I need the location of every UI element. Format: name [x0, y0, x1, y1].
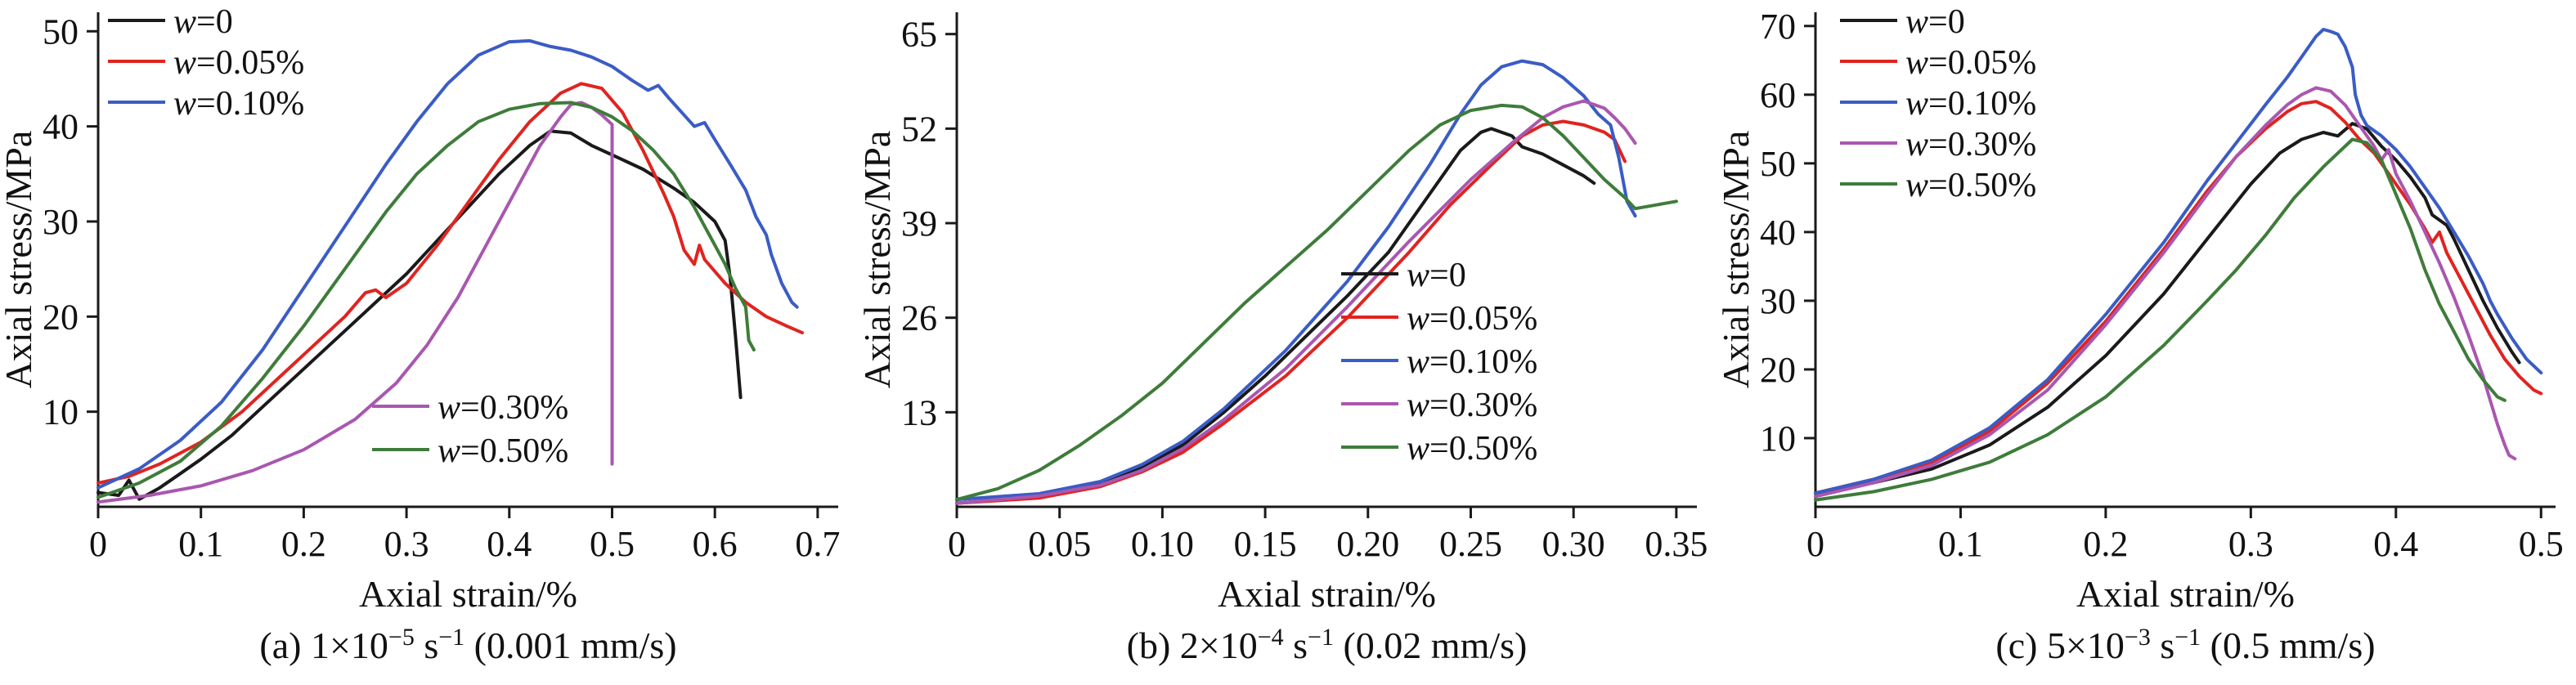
legend-label-w-0: w=0 — [1407, 257, 1466, 294]
y-tick-label: 50 — [43, 11, 79, 51]
legend-label-w-0.50: w=0.50% — [438, 432, 568, 470]
y-tick-label: 39 — [901, 204, 937, 244]
x-tick-label: 0.3 — [384, 524, 429, 564]
y-tick-label: 50 — [1760, 144, 1796, 184]
x-tick-label: 0 — [1806, 524, 1824, 564]
x-tick-label: 0 — [89, 524, 107, 564]
series-w-0 — [955, 127, 1596, 505]
series-w-0.50 — [955, 103, 1678, 502]
x-tick-label: 0.3 — [2228, 524, 2273, 564]
chart-svg-b: 0 0.05 0.10 0.15 0.20 0.25 0.30 0.35 13 26 39 52 65 w… — [856, 12, 1708, 666]
x-tick-label: 0 — [948, 524, 966, 564]
panel-caption: (c) 5×10−3 s−1 (0.5 mm/s) — [1995, 624, 2375, 666]
panel-caption: (b) 2×10−4 s−1 (0.02 mm/s) — [1127, 624, 1528, 666]
legend-label-w-0.05: w=0.05% — [1407, 300, 1537, 338]
series-w-0.30 — [1814, 86, 2517, 499]
y-tick-label: 13 — [901, 392, 937, 432]
legend-label-w-0.50: w=0.50% — [1905, 167, 2036, 204]
x-tick-label: 0.05 — [1028, 524, 1091, 564]
chart-panel-b: 0 0.05 0.10 0.15 0.20 0.25 0.30 0.35 13 26 39 52 65 w… — [856, 0, 1717, 681]
chart-svg-c: 0 0.1 0.2 0.3 0.4 0.5 10 20 30 40 50 60 70 w=0w=0.05%… — [1715, 3, 2564, 666]
x-tick-label: 0.30 — [1542, 524, 1605, 564]
y-tick-label: 60 — [1760, 75, 1796, 115]
axes — [955, 12, 1697, 508]
x-tick-label: 0.2 — [2083, 524, 2128, 564]
y-tick-label: 40 — [1760, 213, 1796, 253]
y-tick-label: 65 — [901, 15, 937, 55]
y-tick-label: 40 — [43, 107, 79, 147]
y-tick-label: 70 — [1760, 7, 1796, 47]
x-tick-label: 0.1 — [1938, 524, 1983, 564]
series-w-0.10 — [955, 59, 1637, 502]
legend-label-w-0.30: w=0.30% — [1407, 387, 1537, 424]
x-tick-label: 0.6 — [693, 524, 738, 564]
x-tick-label: 0.25 — [1439, 524, 1502, 564]
chart-panel-a: 0 0.1 0.2 0.3 0.4 0.5 0.6 0.7 10 20 30 40 50 w=0 w=0.0… — [0, 0, 859, 681]
legend-label-w-0.10: w=0.10% — [173, 85, 304, 123]
series-w-0.05 — [1814, 100, 2543, 495]
x-tick-label: 0.20 — [1336, 524, 1399, 564]
series-w-0 — [96, 129, 743, 501]
y-tick-label: 20 — [43, 297, 79, 337]
legend-label-w-0.30: w=0.30% — [438, 389, 568, 427]
legend-label-w-0.05: w=0.05% — [173, 44, 304, 82]
y-tick-label: 26 — [901, 298, 937, 338]
series-w-0.30 — [955, 99, 1637, 505]
chart-svg-a: 0 0.1 0.2 0.3 0.4 0.5 0.6 0.7 10 20 30 40 50 w=0w=0.0… — [0, 3, 840, 666]
series-w-0.05 — [96, 82, 804, 485]
x-tick-label: 0.2 — [281, 524, 326, 564]
x-tick-label: 0.5 — [590, 524, 635, 564]
y-axis-label: Axial stress/MPa — [859, 131, 898, 389]
x-tick-label: 0.7 — [795, 524, 840, 564]
x-tick-label: 0.4 — [487, 524, 532, 564]
chart-panel-c: 0 0.1 0.2 0.3 0.4 0.5 10 20 30 40 50 60 70 w=0 w=0.05%… — [1715, 0, 2576, 681]
panel-caption: (a) 1×10−5 s−1 (0.001 mm/s) — [259, 624, 676, 666]
legend-label-w-0.05: w=0.05% — [1905, 44, 2036, 82]
y-tick-label: 30 — [1760, 281, 1796, 321]
x-tick-label: 0.10 — [1131, 524, 1194, 564]
x-axis-label: Axial strain/% — [359, 573, 577, 615]
y-tick-label: 30 — [43, 202, 79, 242]
y-tick-label: 52 — [901, 109, 937, 149]
x-tick-label: 0.4 — [2373, 524, 2418, 564]
series-w-0.10 — [1814, 28, 2543, 495]
legend-label-w-0.10: w=0.10% — [1407, 343, 1537, 381]
legend-label-w-0: w=0 — [173, 3, 233, 41]
y-tick-label: 10 — [1760, 419, 1796, 459]
series-w-0.50 — [96, 101, 756, 499]
legend-label-w-0: w=0 — [1905, 3, 1965, 41]
y-axis-label: Axial stress/MPa — [0, 131, 39, 389]
series-w-0.10 — [96, 38, 799, 490]
x-tick-label: 0.35 — [1645, 524, 1708, 564]
y-axis-label: Axial stress/MPa — [1717, 131, 1757, 389]
x-axis-label: Axial strain/% — [1218, 573, 1436, 615]
x-tick-label: 0.5 — [2519, 524, 2564, 564]
x-tick-label: 0.15 — [1234, 524, 1297, 564]
series-w-0 — [1814, 122, 2521, 495]
legend-label-w-0.30: w=0.30% — [1905, 126, 2036, 163]
x-axis-label: Axial strain/% — [2076, 573, 2295, 615]
y-tick-label: 20 — [1760, 350, 1796, 390]
series-w-0.50 — [1814, 137, 2506, 502]
y-tick-label: 10 — [43, 392, 79, 432]
legend-label-w-0.10: w=0.10% — [1905, 85, 2036, 123]
x-tick-label: 0.1 — [178, 524, 223, 564]
legend-label-w-0.50: w=0.50% — [1407, 430, 1537, 468]
